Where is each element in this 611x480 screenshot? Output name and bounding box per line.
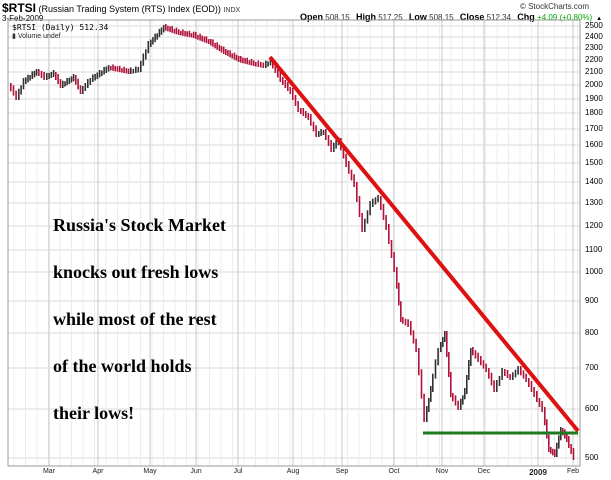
annotation-line: their lows! bbox=[53, 403, 135, 423]
open-label: Open bbox=[300, 12, 324, 22]
x-tick-label: Jul bbox=[233, 468, 243, 475]
y-tick-label: 2000 bbox=[585, 80, 603, 89]
annotation-line: of the world holds bbox=[53, 356, 192, 376]
volume-legend: ▮ Volume undef bbox=[12, 32, 61, 40]
annotation-line: Russia's Stock Market bbox=[53, 215, 227, 235]
y-tick-label: 1600 bbox=[585, 140, 603, 149]
low-label: Low bbox=[408, 12, 427, 22]
x-tick-label: Mar bbox=[42, 468, 56, 475]
x-tick-label: May bbox=[143, 468, 157, 475]
chart-date: 3-Feb-2009 bbox=[2, 14, 44, 23]
chart-title: $RTSI (Russian Trading System (RTS) Inde… bbox=[2, 1, 240, 15]
y-tick-label: 1700 bbox=[585, 124, 603, 133]
price-bars bbox=[10, 24, 575, 460]
y-tick-label: 1400 bbox=[585, 177, 603, 186]
x-tick-label: Aug bbox=[286, 468, 300, 475]
x-tick-label: Jun bbox=[190, 468, 202, 475]
y-tick-label: 2400 bbox=[585, 32, 603, 41]
x-tick-label: Oct bbox=[388, 468, 400, 475]
annotation-line: knocks out fresh lows bbox=[53, 262, 219, 282]
ohlc-summary: Open 508.15 High 517.25 Low 508.15 Close… bbox=[300, 12, 602, 22]
plot-frame bbox=[7, 19, 581, 467]
close-label: Close bbox=[459, 12, 485, 22]
up-arrow-icon: ▲ bbox=[596, 16, 603, 22]
x-tick-label: Nov bbox=[435, 468, 449, 475]
index-name: (Russian Trading System (RTS) Index (EOD… bbox=[38, 4, 221, 14]
symbol: $RTSI bbox=[2, 1, 37, 15]
y-tick-label: 1900 bbox=[585, 94, 603, 103]
y-tick-label: 2100 bbox=[585, 67, 603, 76]
y-tick-label: 2300 bbox=[585, 43, 603, 52]
x-tick-label: 2009 bbox=[529, 468, 547, 477]
y-tick-label: 500 bbox=[585, 453, 599, 462]
y-tick-label: 2200 bbox=[585, 55, 603, 64]
y-tick-label: 1800 bbox=[585, 108, 603, 117]
x-tick-label: Apr bbox=[92, 468, 104, 475]
y-tick-label: 700 bbox=[585, 363, 599, 372]
y-tick-label: 600 bbox=[585, 404, 599, 413]
volume-legend-label: Volume undef bbox=[17, 33, 61, 40]
grid-lines bbox=[8, 20, 580, 466]
chg-label: Chg bbox=[517, 12, 535, 22]
annotation-line: while most of the rest bbox=[53, 309, 217, 329]
x-tick-label: Sep bbox=[335, 468, 349, 475]
y-tick-label: 1300 bbox=[585, 198, 603, 207]
y-tick-label: 1200 bbox=[585, 221, 603, 230]
chg-value: +4.09 (+0.80%) bbox=[537, 13, 593, 22]
y-tick-label: 1000 bbox=[585, 267, 603, 276]
y-tick-label: 1100 bbox=[585, 245, 603, 254]
y-tick-label: 800 bbox=[585, 328, 599, 337]
volume-icon: ▮ bbox=[12, 33, 16, 40]
x-tick-label: Feb bbox=[566, 468, 580, 475]
series-legend: $RTSI (Daily) 512.34 bbox=[12, 23, 109, 32]
y-tick-label: 900 bbox=[585, 296, 599, 305]
close-value: 512.34 bbox=[486, 13, 512, 22]
high-value: 517.25 bbox=[378, 13, 403, 22]
open-value: 508.15 bbox=[325, 13, 350, 22]
stockcharts-credit: © StockCharts.com bbox=[519, 2, 589, 11]
y-tick-label: 1500 bbox=[585, 158, 603, 167]
low-value: 508.15 bbox=[429, 13, 454, 22]
exchange: INDX bbox=[223, 7, 241, 14]
y-tick-label: 2500 bbox=[585, 21, 603, 30]
resistance-trendline bbox=[268, 55, 580, 433]
x-tick-label: Dec bbox=[477, 468, 491, 475]
high-label: High bbox=[355, 12, 376, 22]
